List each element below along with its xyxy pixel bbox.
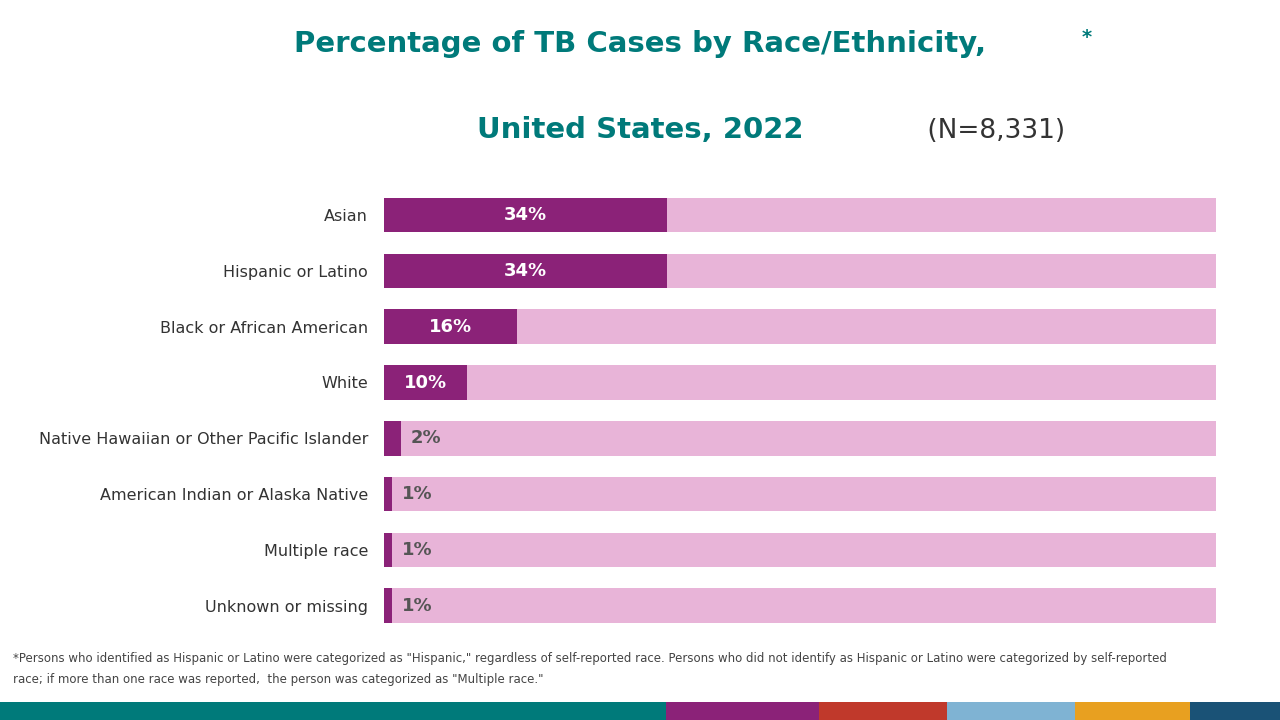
Bar <box>384 310 1216 344</box>
Text: 34%: 34% <box>504 262 547 280</box>
Text: *: * <box>1082 28 1092 47</box>
Text: (N=8,331): (N=8,331) <box>919 118 1065 144</box>
Text: 1%: 1% <box>402 597 433 615</box>
Bar <box>384 421 401 456</box>
Bar <box>384 365 467 400</box>
Bar <box>384 253 1216 288</box>
Bar <box>384 477 392 511</box>
Text: 1%: 1% <box>402 541 433 559</box>
Bar <box>384 533 1216 567</box>
Bar <box>384 253 667 288</box>
Bar <box>384 198 1216 233</box>
Bar <box>384 588 392 623</box>
Text: *Persons who identified as Hispanic or Latino were categorized as "Hispanic," re: *Persons who identified as Hispanic or L… <box>13 652 1166 665</box>
Text: 2%: 2% <box>411 429 442 447</box>
Bar <box>384 421 1216 456</box>
Bar <box>384 533 392 567</box>
Bar <box>384 477 1216 511</box>
Bar <box>384 365 1216 400</box>
Bar <box>384 588 1216 623</box>
Text: 10%: 10% <box>404 374 447 392</box>
Text: Percentage of TB Cases by Race/Ethnicity,: Percentage of TB Cases by Race/Ethnicity… <box>294 30 986 58</box>
Bar <box>384 310 517 344</box>
Text: race; if more than one race was reported,  the person was categorized as "Multip: race; if more than one race was reported… <box>13 673 543 686</box>
Bar <box>384 198 667 233</box>
Text: United States, 2022: United States, 2022 <box>476 116 804 144</box>
Text: 34%: 34% <box>504 206 547 224</box>
Text: 16%: 16% <box>429 318 472 336</box>
Text: 1%: 1% <box>402 485 433 503</box>
